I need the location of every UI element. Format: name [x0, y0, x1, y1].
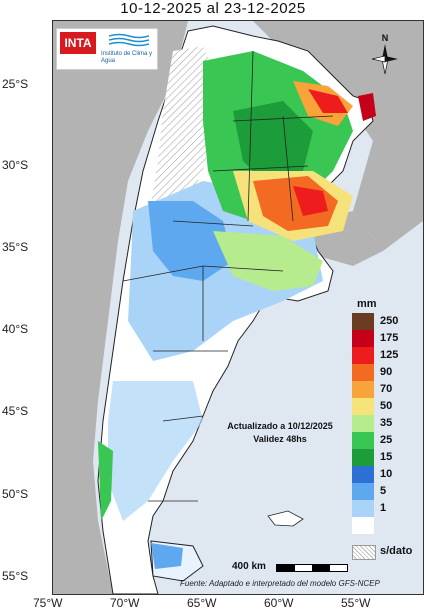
scale-bar	[276, 564, 348, 572]
lon-label-75: 75°W	[33, 596, 63, 610]
inta-logo: INTA Instituto de Clima y Agua	[56, 28, 158, 70]
legend-swatch	[352, 330, 374, 347]
map-title: 10-12-2025 al 23-12-2025	[120, 0, 306, 17]
legend-label: 10	[380, 468, 393, 480]
precip-red-center	[293, 186, 328, 216]
map-canvas	[53, 21, 423, 594]
precip-red-misiones	[358, 93, 376, 121]
institute-name: Instituto de Clima y Agua	[101, 51, 153, 64]
lon-label-55w: 55°W	[341, 596, 371, 610]
legend-swatch	[352, 364, 374, 381]
precip-darkgreen	[233, 101, 313, 186]
precipitation-map	[52, 20, 424, 595]
compass-north-label: N	[382, 33, 389, 43]
lat-label-55: 55°S	[2, 569, 29, 583]
legend-swatch	[352, 500, 374, 517]
legend-swatch	[352, 313, 374, 330]
legend-swatch	[352, 432, 374, 449]
precip-orange-center	[253, 176, 338, 231]
legend-label: 250	[380, 315, 399, 327]
nodata-swatch	[352, 545, 376, 560]
paraguay-brazil-land	[253, 21, 423, 251]
legend-swatch	[352, 398, 374, 415]
inta-brand: INTA	[60, 32, 96, 54]
precip-patagonia-west	[98, 441, 113, 521]
precip-lightgreen	[213, 231, 323, 291]
legend-label: 125	[380, 349, 399, 361]
legend-unit: mm	[357, 298, 377, 310]
lon-label-60: 60°W	[264, 596, 294, 610]
legend-label: 1	[380, 502, 387, 514]
legend-swatch	[352, 381, 374, 398]
lon-label-70: 70°W	[110, 596, 140, 610]
source-note: Fuente: Adaptado e interpretado del mode…	[180, 579, 380, 588]
lon-label-65: 65°W	[187, 596, 217, 610]
legend-color-bar	[352, 313, 374, 534]
update-annotation: Actualizado a 10/12/2025 Validez 48hs	[215, 420, 345, 446]
nodata-label: s/dato	[380, 545, 413, 557]
legend-swatch	[352, 517, 374, 534]
legend-swatch	[352, 347, 374, 364]
legend-label: 15	[380, 451, 393, 463]
compass-rose-icon: N	[371, 33, 398, 75]
legend-swatch	[352, 415, 374, 432]
legend-swatch	[352, 466, 374, 483]
legend-label: 90	[380, 366, 393, 378]
update-date: Actualizado a 10/12/2025	[227, 421, 333, 431]
lat-label-30: 30°S	[2, 158, 29, 172]
lat-label-50: 50°S	[2, 487, 29, 501]
precip-red-ne	[308, 89, 348, 113]
legend-swatch	[352, 449, 374, 466]
validity: Validez 48hs	[253, 434, 307, 444]
legend-label: 25	[380, 434, 393, 446]
legend-label: 50	[380, 400, 393, 412]
legend-label: 70	[380, 383, 393, 395]
precip-tdf	[151, 543, 183, 569]
lat-label-45: 45°S	[2, 404, 29, 418]
legend-label: 35	[380, 417, 393, 429]
legend-swatch	[352, 483, 374, 500]
precip-blue	[148, 201, 233, 281]
province-borders	[122, 50, 334, 502]
lat-label-40: 40°S	[2, 322, 29, 336]
legend-label: 5	[380, 485, 387, 497]
lat-label-25: 25°S	[2, 77, 29, 91]
scale-label: 400 km	[232, 561, 266, 572]
precip-patagonia-light	[108, 381, 203, 521]
legend-label: 175	[380, 332, 399, 344]
lat-label-35: 35°S	[2, 240, 29, 254]
chile-land	[53, 21, 188, 594]
water-waves-icon	[109, 33, 149, 47]
malvinas-islands	[267, 510, 304, 527]
